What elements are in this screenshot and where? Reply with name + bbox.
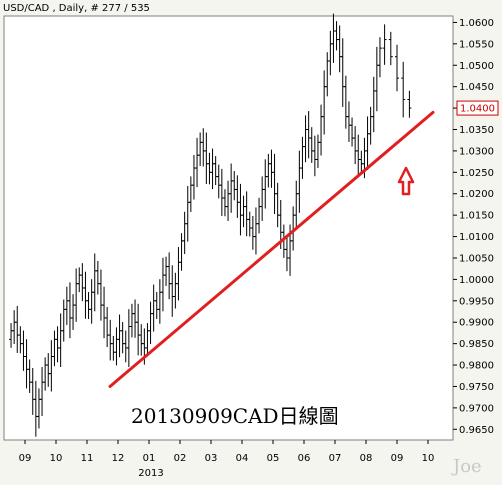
- x-tick-label: 08: [360, 453, 373, 464]
- candle: [401, 61, 406, 118]
- y-tick-label: 1.0150: [459, 211, 494, 222]
- candle: [395, 44, 399, 92]
- support-trendline: [108, 110, 435, 388]
- x-tick-label: 09: [19, 453, 32, 464]
- last-price-label: 1.0400: [460, 104, 495, 115]
- candle: [382, 24, 387, 65]
- x-axis: 09 10 11 12 01 02 03 04 05 06 07 08 09 10 2013: [19, 440, 435, 479]
- x-tick-label: 02: [174, 453, 187, 464]
- x-tick-label: 01: [143, 453, 156, 464]
- y-tick-label: 0.9750: [459, 382, 494, 393]
- x-tick-label: 04: [236, 453, 249, 464]
- x-tick-label: 03: [205, 453, 218, 464]
- x-tick-label: 10: [422, 453, 435, 464]
- y-tick-label: 1.0450: [459, 82, 494, 93]
- candle: [377, 37, 382, 78]
- x-tick-label: 09: [391, 453, 404, 464]
- y-tick-label: 0.9650: [459, 425, 494, 436]
- x-tick-label: 11: [81, 453, 94, 464]
- x-tick-label: 06: [298, 453, 311, 464]
- x-tick-label: 12: [112, 453, 125, 464]
- y-tick-label: 1.0250: [459, 168, 494, 179]
- chart-annotation: 20130909CAD日線圖: [131, 404, 339, 428]
- y-tick-label: 1.0200: [459, 189, 494, 200]
- x-tick-label: 10: [50, 453, 63, 464]
- y-tick-label: 0.9950: [459, 296, 494, 307]
- y-axis: 1.0600 1.0550 1.0500 1.0450 1.0400 1.0350 1.03…: [453, 18, 494, 436]
- up-arrow-outline-icon: [397, 166, 415, 196]
- plot-area: [3, 15, 454, 441]
- y-tick-label: 1.0550: [459, 39, 494, 50]
- candle: [388, 31, 393, 66]
- x-tick-label: 07: [329, 453, 342, 464]
- x-year-label: 2013: [138, 468, 163, 479]
- last-price-marker: [456, 100, 499, 116]
- candle: [407, 90, 412, 118]
- price-candles: [9, 13, 412, 437]
- y-tick-label: 1.0600: [459, 18, 494, 29]
- y-tick-label: 1.0500: [459, 61, 494, 72]
- y-tick-label: 1.0100: [459, 232, 494, 243]
- y-tick-label: 1.0350: [459, 125, 494, 136]
- x-tick-label: 05: [267, 453, 280, 464]
- y-tick-label: 1.0300: [459, 146, 494, 157]
- chart-header: USD/CAD , Daily, # 277 / 535: [3, 3, 150, 14]
- y-tick-label: 0.9700: [459, 403, 494, 414]
- watermark: Joe: [451, 456, 482, 477]
- y-tick-label: 0.9850: [459, 339, 494, 350]
- y-tick-label: 1.0050: [459, 253, 494, 264]
- y-tick-label: 0.9800: [459, 361, 494, 372]
- y-tick-label: 1.0000: [459, 275, 494, 286]
- y-tick-label: 0.9900: [459, 318, 494, 329]
